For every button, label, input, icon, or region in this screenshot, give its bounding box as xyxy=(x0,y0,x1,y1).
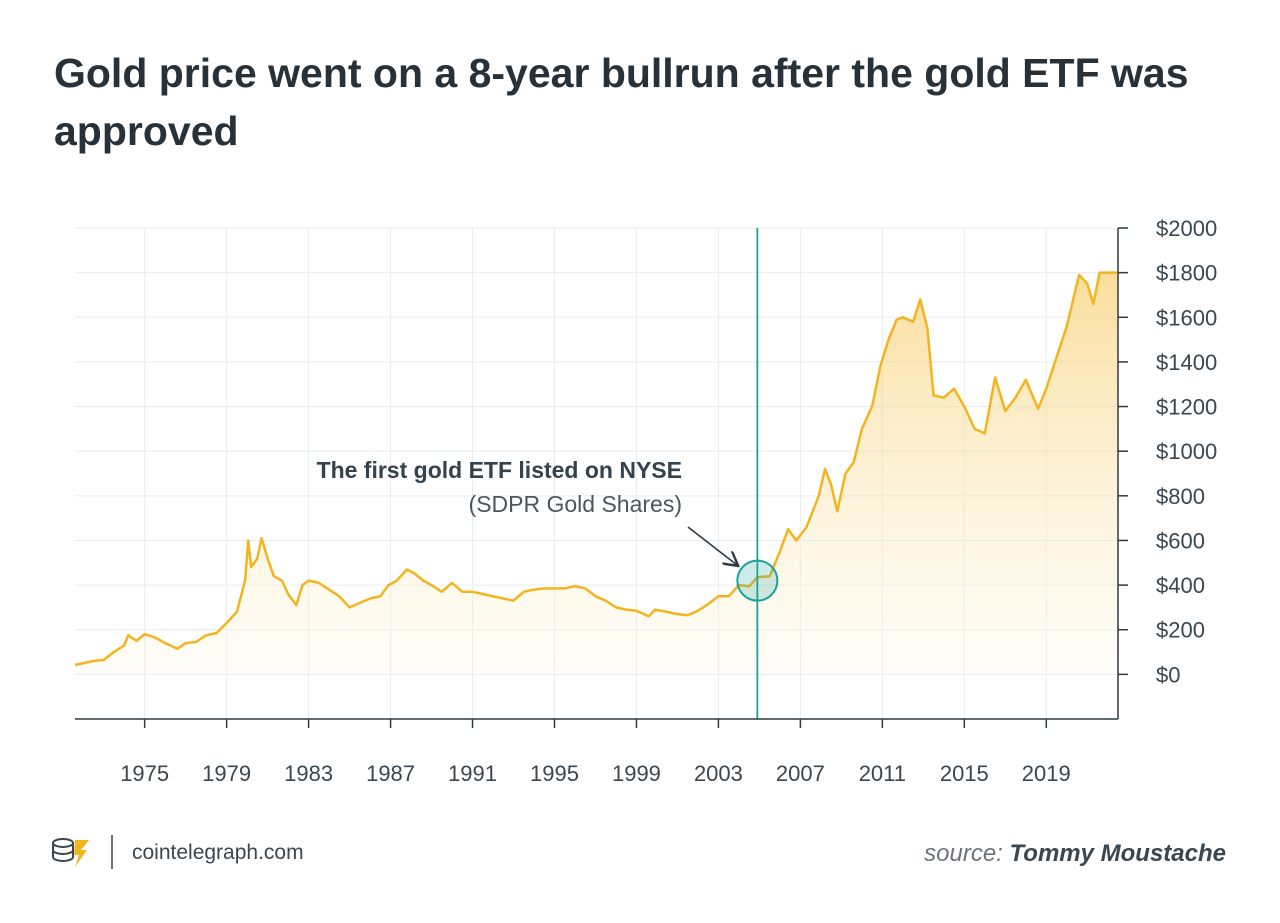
chart-title: Gold price went on a 8-year bullrun afte… xyxy=(54,50,1189,154)
y-tick-label: $400 xyxy=(1156,573,1205,598)
logo xyxy=(52,835,113,869)
x-tick-label: 2003 xyxy=(694,761,743,786)
axes: $0 $200 $400 $600 $800 $1000 $1200 $1400 $1600 $1… xyxy=(75,216,1217,786)
y-tick-label: $1800 xyxy=(1156,261,1217,286)
x-tick-label: 1999 xyxy=(612,761,661,786)
price-line xyxy=(74,271,1118,667)
y-tick-label: $1600 xyxy=(1156,305,1217,330)
x-tick-label: 2011 xyxy=(859,761,906,786)
x-tick-label: 1995 xyxy=(530,761,579,786)
y-tick-label: $1400 xyxy=(1156,350,1217,375)
x-tick-label: 2007 xyxy=(776,761,825,786)
y-tick-label: $200 xyxy=(1156,618,1205,643)
x-tick-label: 1991 xyxy=(448,761,497,786)
etf-marker-circle xyxy=(736,559,779,602)
source: source: Tommy Moustache xyxy=(924,840,1226,867)
area-fill xyxy=(75,272,1118,674)
x-tick-label: 1979 xyxy=(202,761,251,786)
x-tick-label: 2019 xyxy=(1022,761,1071,786)
annotation-subtitle: (SDPR Gold Shares) xyxy=(469,491,682,517)
x-tick-label: 1987 xyxy=(366,761,415,786)
source-name: Tommy Moustache xyxy=(1010,840,1226,867)
source-label: source: xyxy=(924,840,1003,867)
y-tick-label: $1200 xyxy=(1156,395,1217,420)
plot xyxy=(74,228,1118,719)
x-tick-label: 2015 xyxy=(940,761,989,786)
annotation-arrow xyxy=(687,526,737,565)
x-tick-label: 1983 xyxy=(284,761,333,786)
y-tick-label: $1000 xyxy=(1156,439,1217,464)
x-tick-label: 1975 xyxy=(120,761,169,786)
y-tick-label: $2000 xyxy=(1156,216,1217,241)
y-tick-label: $0 xyxy=(1156,662,1180,687)
site-name: cointelegraph.com xyxy=(132,841,304,864)
y-tick-label: $800 xyxy=(1156,484,1205,509)
y-tick-label: $600 xyxy=(1156,528,1205,553)
annotation-title: The first gold ETF listed on NYSE xyxy=(317,457,682,483)
